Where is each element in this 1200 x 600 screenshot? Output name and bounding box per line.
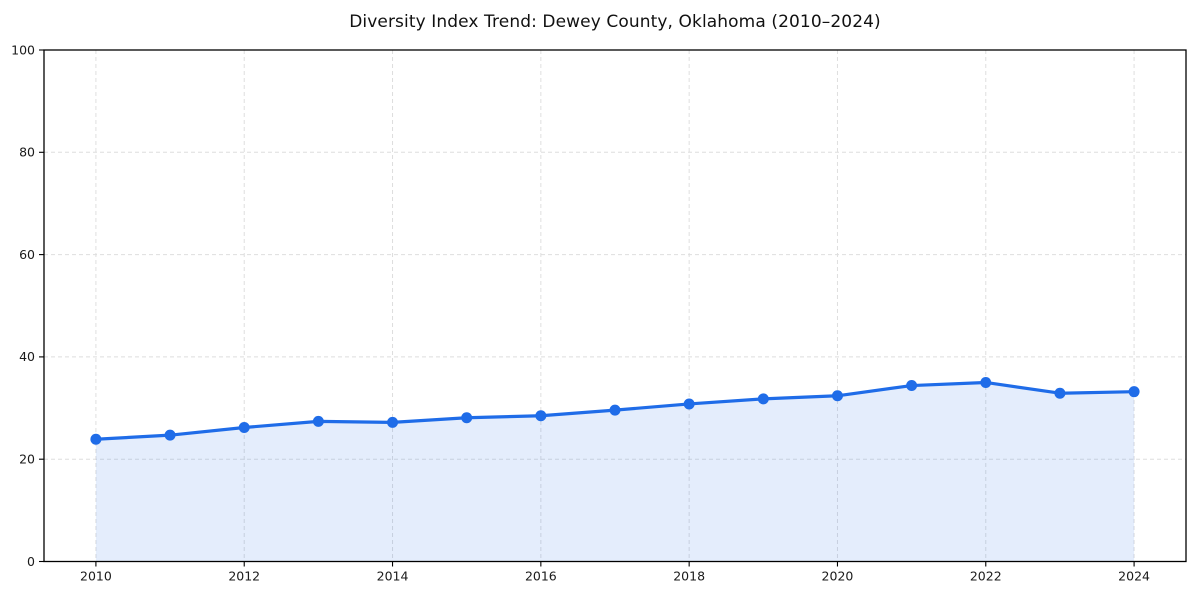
data-point-2019 (757, 393, 769, 405)
data-point-2012 (238, 421, 250, 433)
data-point-2015 (461, 412, 473, 424)
x-tick-label: 2010 (80, 569, 112, 584)
y-tick-label: 80 (19, 145, 35, 160)
data-point-2018 (683, 398, 695, 410)
axes-box (43, 49, 1187, 563)
data-point-2010 (90, 433, 102, 445)
chart-title: Diversity Index Trend: Dewey County, Okl… (349, 12, 881, 32)
data-point-2022 (980, 376, 992, 388)
data-point-2023 (1054, 387, 1066, 399)
x-tick-label: 2018 (673, 569, 705, 584)
x-tick-label: 2014 (377, 569, 409, 584)
y-tick-label: 60 (19, 247, 35, 262)
x-tick-label: 2022 (970, 569, 1002, 584)
y-tick-label: 20 (19, 452, 35, 467)
data-point-2021 (906, 380, 918, 392)
data-point-2016 (535, 410, 547, 422)
x-tick-label: 2024 (1118, 569, 1150, 584)
area-fill (95, 382, 1135, 562)
data-point-2024 (1128, 386, 1140, 398)
data-point-2011 (164, 429, 176, 441)
y-tick-label: 0 (27, 554, 35, 569)
x-tick-label: 2016 (525, 569, 557, 584)
data-point-2020 (831, 390, 843, 402)
x-tick-label: 2012 (228, 569, 260, 584)
data-point-2013 (312, 415, 324, 427)
y-tick-label: 100 (11, 42, 35, 57)
y-tick-label: 40 (19, 349, 35, 364)
x-tick-label: 2020 (822, 569, 854, 584)
data-point-2014 (387, 416, 399, 428)
data-point-2017 (609, 404, 621, 416)
